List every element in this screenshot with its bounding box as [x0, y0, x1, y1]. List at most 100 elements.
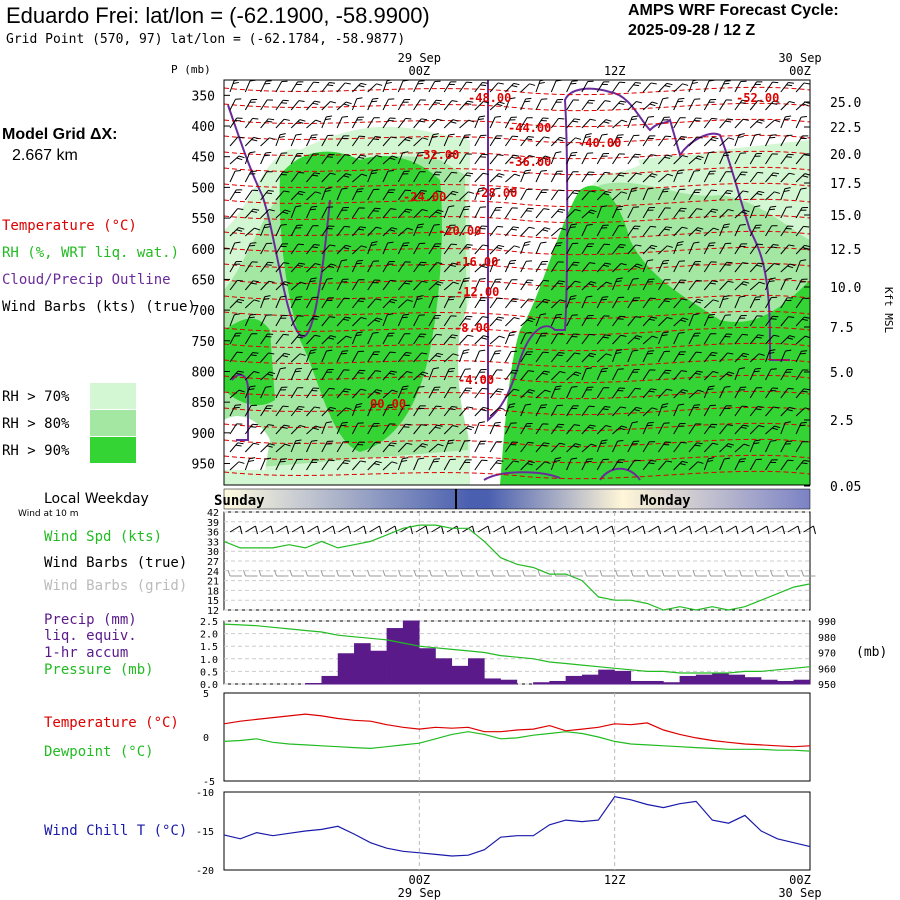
wind-barb-staff — [581, 424, 591, 435]
precip-bar — [370, 650, 387, 685]
wind-barb — [244, 352, 259, 363]
temperature-tick-label: 0 — [203, 733, 209, 744]
wind-barb-flag — [311, 318, 318, 320]
wind-barb — [367, 155, 382, 165]
wind-barb-staff — [413, 296, 419, 309]
wind-barb-grid — [708, 569, 723, 577]
wind-barb-flag — [341, 259, 348, 262]
wind-barb-flag — [689, 525, 692, 535]
wind-barb — [612, 349, 623, 363]
wind-barb-staff — [474, 244, 484, 255]
wind-barb-staff — [673, 136, 682, 147]
wind-barb-true — [539, 525, 553, 535]
wind-barb — [596, 262, 612, 273]
wind-barb-staff — [581, 209, 592, 219]
wind-barb-flag — [279, 133, 286, 136]
legend-wind-barbs: Wind Barbs (kts) (true) — [2, 299, 196, 315]
wind-barb — [795, 225, 810, 237]
wind-barb — [229, 442, 244, 453]
wind-barb — [443, 458, 456, 471]
wind-barb — [336, 278, 349, 291]
wind-barb-flag — [390, 208, 397, 210]
wind-barb-staff — [462, 525, 473, 533]
wind-barb-flag — [635, 316, 642, 318]
weekday-bar — [223, 488, 811, 510]
wind-barb — [397, 333, 411, 345]
wind-barb-flag — [742, 424, 749, 427]
wind-barb-staff — [749, 206, 755, 219]
wind-barb-staff — [397, 386, 404, 399]
wind-barb-flag — [599, 569, 603, 577]
wind-barb — [612, 425, 628, 435]
wind-barb-flag — [312, 296, 319, 299]
wind-barb-flag — [513, 460, 520, 463]
wind-barb-flag — [465, 225, 472, 227]
wind-barb-flag — [252, 423, 259, 426]
wind-barb — [627, 297, 640, 309]
wind-barb-flag — [235, 120, 241, 122]
grid-point-info: Grid Point (570, 97) lat/lon = (-62.1784… — [6, 32, 406, 47]
wind-barb-staff — [459, 191, 469, 201]
wind-barb-staff — [520, 442, 529, 453]
wind-barb-flag — [771, 174, 778, 177]
wind-barb-flag — [280, 389, 286, 391]
wind-barb-staff — [290, 315, 299, 327]
wind-barb-staff — [596, 334, 606, 345]
wind-barb-flag — [252, 352, 259, 354]
wind-barb — [658, 82, 673, 93]
wind-barb-staff — [535, 389, 546, 399]
wind-barb-staff — [352, 317, 362, 327]
wind-barb-staff — [351, 188, 359, 201]
wind-barb-flag — [389, 301, 396, 304]
temperature-contour — [224, 166, 810, 176]
wind-barb-flag — [542, 351, 549, 354]
wind-barb-flag — [558, 117, 565, 120]
wind-barb-flag — [774, 119, 781, 123]
wind-barb-flag — [789, 101, 796, 104]
wind-barb-staff — [550, 137, 560, 147]
wind-barb — [627, 172, 642, 183]
wind-barb — [244, 136, 260, 147]
wind-barb-staff — [229, 99, 236, 111]
wind-barb-flag — [402, 173, 409, 175]
wind-barb-flag — [785, 349, 792, 352]
wind-barb-staff — [260, 99, 268, 111]
wind-barb — [780, 387, 794, 399]
wind-barb — [428, 133, 439, 147]
wind-barb-staff — [581, 281, 591, 291]
pressure-tick-label: 600 — [192, 243, 215, 258]
wind-barb-staff — [642, 441, 650, 453]
wind-barb-staff — [489, 350, 496, 363]
wind-barb-staff — [367, 242, 373, 255]
wind-barb-staff — [642, 279, 650, 291]
wind-barb-staff — [703, 171, 711, 183]
wind-barb-staff — [260, 171, 268, 183]
wind-barb — [749, 205, 761, 219]
wind-barb-flag — [480, 369, 487, 371]
wind-barb — [581, 243, 595, 255]
wind-barb-staff — [244, 208, 254, 219]
wind-barb-flag — [374, 207, 381, 210]
wind-barb-staff — [803, 525, 814, 533]
wind-barb-flag — [421, 280, 428, 283]
wind-barb — [413, 424, 427, 435]
wind-barb-flag — [559, 442, 566, 445]
wind-barb-flag — [372, 425, 379, 427]
wind-barb-flag — [634, 459, 641, 462]
wind-barb — [306, 368, 318, 381]
wind-barb-flag — [528, 298, 535, 301]
wind-barb-flag — [559, 208, 566, 211]
wind-barb-flag — [651, 407, 658, 410]
wind-barb-flag — [710, 139, 717, 142]
wind-barb-flag — [235, 261, 242, 263]
wind-barb — [749, 190, 765, 201]
pressure-tick-label: 970 — [818, 649, 836, 660]
wind-barb-flag — [557, 333, 564, 335]
wind-barb-flag — [479, 349, 486, 352]
wind-barb-staff — [397, 171, 405, 183]
wind-barb — [719, 295, 730, 309]
wind-barb-flag — [772, 153, 778, 155]
wind-barb-flag — [281, 102, 288, 104]
wind-barb-flag — [452, 262, 459, 265]
wind-barb — [780, 459, 794, 471]
